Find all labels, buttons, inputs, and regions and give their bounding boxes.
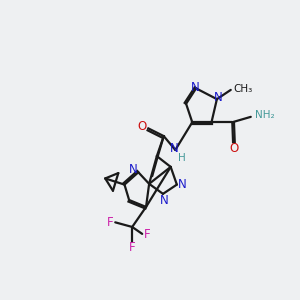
Text: N: N [129, 164, 138, 176]
Text: N: N [159, 194, 168, 206]
Text: F: F [129, 241, 136, 254]
Text: F: F [143, 228, 150, 241]
Text: N: N [191, 81, 200, 94]
Text: N: N [169, 142, 178, 155]
Text: H: H [178, 153, 185, 164]
Text: N: N [178, 178, 187, 191]
Text: F: F [107, 216, 114, 229]
Text: NH₂: NH₂ [255, 110, 274, 120]
Text: N: N [214, 91, 223, 104]
Text: O: O [229, 142, 239, 155]
Text: O: O [138, 120, 147, 134]
Text: CH₃: CH₃ [234, 84, 253, 94]
